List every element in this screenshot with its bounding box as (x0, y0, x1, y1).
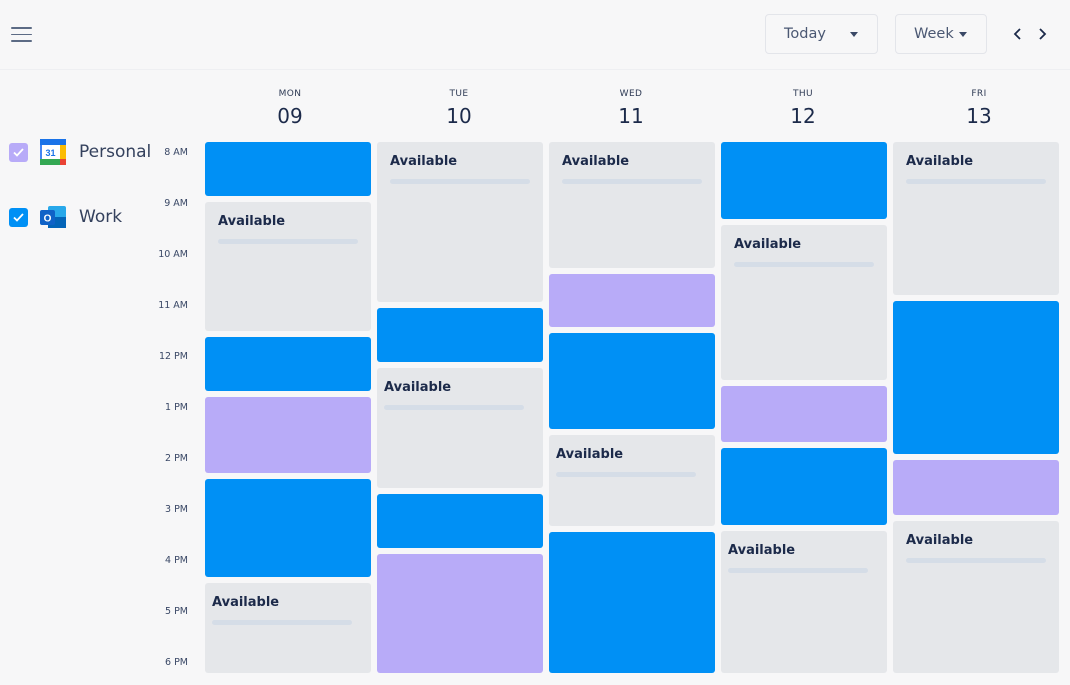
personal-checkbox[interactable] (9, 142, 28, 162)
day-number: 12 (790, 104, 816, 128)
day-name: FRI (971, 89, 987, 99)
available-label: Available (906, 154, 974, 169)
available-label: Available (212, 595, 280, 610)
time-label: 11 AM (158, 300, 188, 311)
today-dropdown[interactable]: Today (765, 14, 878, 54)
personal-event-block[interactable] (205, 397, 371, 473)
chevron-left-icon[interactable] (1011, 27, 1025, 41)
day-header-fri: FRI 13 (896, 89, 1062, 128)
available-slot[interactable]: Available (549, 142, 715, 268)
placeholder-bar (212, 620, 352, 625)
time-label: 12 PM (158, 351, 188, 362)
view-dropdown[interactable]: Week (895, 14, 987, 54)
placeholder-bar (384, 405, 524, 410)
day-number: 13 (966, 104, 992, 128)
available-label: Available (562, 154, 630, 169)
chevron-down-icon (959, 32, 967, 37)
personal-event-block[interactable] (377, 554, 543, 673)
available-label: Available (556, 447, 624, 462)
placeholder-bar (734, 262, 874, 267)
work-event-block[interactable] (721, 142, 887, 219)
work-event-block[interactable] (549, 532, 715, 673)
placeholder-bar (556, 472, 696, 477)
available-label: Available (390, 154, 458, 169)
time-label: 6 PM (165, 657, 188, 668)
time-label: 4 PM (165, 555, 188, 566)
outlook-icon: O (40, 204, 66, 230)
time-label: 9 AM (164, 198, 188, 209)
placeholder-bar (906, 179, 1046, 184)
google-calendar-icon: 31 (40, 139, 66, 165)
available-label: Available (906, 533, 974, 548)
top-bar: Today Week (0, 0, 1070, 70)
time-label: 10 AM (158, 249, 188, 260)
time-label: 1 PM (165, 402, 188, 413)
placeholder-bar (562, 179, 702, 184)
work-event-block[interactable] (893, 301, 1059, 454)
placeholder-bar (218, 239, 358, 244)
view-label: Week (914, 26, 954, 42)
available-slot[interactable]: Available (205, 202, 371, 331)
day-name: WED (619, 89, 643, 99)
work-event-block[interactable] (549, 333, 715, 429)
work-event-block[interactable] (205, 479, 371, 577)
day-header-wed: WED 11 (548, 89, 714, 128)
work-checkbox[interactable] (9, 207, 28, 227)
day-number: 11 (618, 104, 644, 128)
work-event-block[interactable] (377, 308, 543, 362)
time-label: 3 PM (165, 504, 188, 515)
placeholder-bar (390, 179, 530, 184)
google-calendar-icon-text: 31 (45, 148, 55, 158)
work-event-block[interactable] (205, 337, 371, 391)
placeholder-bar (906, 558, 1046, 563)
available-slot[interactable]: Available (721, 225, 887, 380)
calendar-label-personal: Personal (79, 142, 152, 162)
available-slot[interactable]: Available (721, 531, 887, 673)
available-slot[interactable]: Available (377, 142, 543, 302)
personal-event-block[interactable] (721, 386, 887, 442)
outlook-icon-text: O (44, 214, 52, 225)
day-number: 10 (446, 104, 472, 128)
personal-event-block[interactable] (549, 274, 715, 327)
time-label: 5 PM (165, 606, 188, 617)
day-name: MON (278, 89, 302, 99)
day-name: THU (792, 89, 814, 99)
time-label: 8 AM (164, 147, 188, 158)
available-label: Available (728, 543, 796, 558)
available-slot[interactable]: Available (377, 368, 543, 488)
available-slot[interactable]: Available (549, 435, 715, 526)
work-event-block[interactable] (205, 142, 371, 196)
available-slot[interactable]: Available (893, 142, 1059, 295)
available-slot[interactable]: Available (893, 521, 1059, 673)
time-label: 2 PM (165, 453, 188, 464)
day-number: 09 (277, 104, 303, 128)
calendar-source-work[interactable]: O Work (9, 206, 122, 228)
hamburger-menu-icon[interactable] (11, 27, 32, 42)
day-header-tue: TUE 10 (376, 89, 542, 128)
day-name: TUE (449, 89, 469, 99)
available-label: Available (384, 380, 452, 395)
today-label: Today (784, 26, 826, 42)
calendar-source-personal[interactable]: 31 Personal (9, 139, 152, 165)
personal-event-block[interactable] (893, 460, 1059, 515)
chevron-down-icon (850, 32, 858, 37)
available-slot[interactable]: Available (205, 583, 371, 673)
chevron-right-icon[interactable] (1035, 27, 1049, 41)
work-event-block[interactable] (721, 448, 887, 525)
day-header-mon: MON 09 (207, 89, 373, 128)
calendar-label-work: Work (79, 207, 123, 227)
placeholder-bar (728, 568, 868, 573)
day-header-thu: THU 12 (720, 89, 886, 128)
available-label: Available (218, 214, 286, 229)
work-event-block[interactable] (377, 494, 543, 548)
available-label: Available (734, 237, 802, 252)
